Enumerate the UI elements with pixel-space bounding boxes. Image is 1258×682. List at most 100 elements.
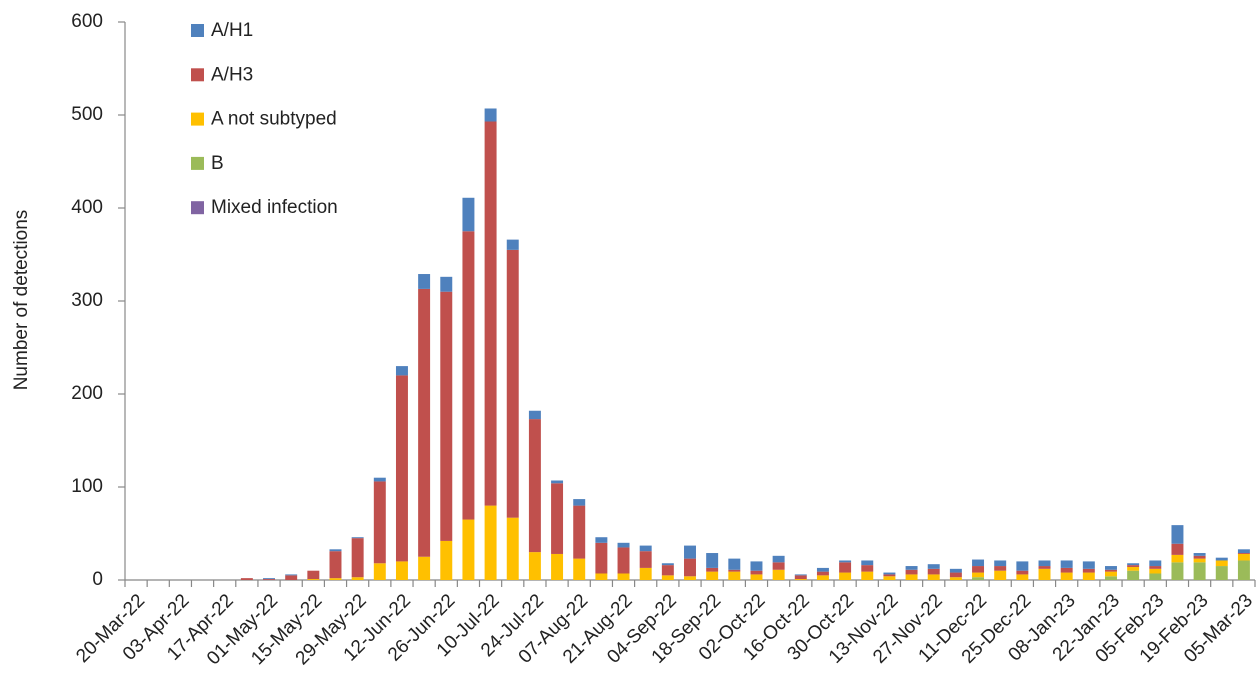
- legend-swatch: [191, 156, 204, 170]
- bar-segment: [506, 249, 519, 518]
- bar-segment: [728, 558, 741, 570]
- bar-segment: [772, 569, 785, 580]
- bar-segment: [949, 568, 962, 573]
- legend-swatch: [191, 24, 204, 37]
- bar-segment: [816, 567, 829, 572]
- bar-segment: [684, 545, 696, 559]
- bar-segment: [1237, 553, 1250, 554]
- bar-segment: [573, 499, 586, 506]
- y-tick-label: 400: [71, 197, 103, 218]
- bar-segment: [551, 483, 564, 554]
- bar-segment: [263, 579, 276, 580]
- bar-segment: [528, 552, 541, 580]
- bar-segment: [351, 537, 364, 539]
- bar-segment: [263, 578, 276, 580]
- bar-segment: [307, 570, 320, 580]
- bar-segment: [285, 574, 298, 576]
- bar-segment: [883, 574, 896, 577]
- bar-segment: [1016, 570, 1029, 575]
- bar-segment: [972, 559, 985, 567]
- y-tick-label: 500: [71, 104, 103, 125]
- y-tick-label: 600: [71, 11, 103, 32]
- bar-segment: [506, 517, 519, 580]
- bar-segment: [794, 575, 807, 580]
- bar-segment: [927, 568, 940, 575]
- bar-segment: [706, 567, 719, 572]
- legend-label: Mixed infection: [211, 197, 338, 218]
- bar-segment: [1082, 572, 1095, 580]
- bar-segment: [1171, 554, 1184, 563]
- bar-segment: [1060, 572, 1073, 580]
- bar-segment: [861, 565, 874, 572]
- bar-segment: [440, 291, 453, 541]
- bar-segment: [1193, 562, 1206, 580]
- bar-segment: [1016, 561, 1029, 571]
- bar-segment: [794, 579, 807, 580]
- bar-segment: [883, 576, 896, 580]
- bar-segment: [418, 288, 431, 557]
- bar-segment: [1038, 566, 1051, 569]
- bar-segment: [972, 577, 985, 580]
- bar-segment: [329, 551, 342, 579]
- bar-segment: [972, 572, 985, 578]
- bar-segment: [395, 561, 408, 580]
- bar-segment: [949, 572, 962, 578]
- y-tick-label: 100: [71, 476, 103, 497]
- bar-segment: [1016, 574, 1029, 580]
- bar-segment: [440, 540, 453, 580]
- bar-segment: [285, 575, 298, 580]
- bar-segment: [750, 574, 763, 580]
- bar-segment: [240, 578, 253, 580]
- bar-segment: [1193, 553, 1206, 556]
- bar-segment: [1215, 566, 1228, 580]
- bar-segment: [418, 556, 431, 580]
- bar-segment: [617, 573, 630, 580]
- bar-segment: [639, 551, 652, 568]
- bar-segment: [462, 519, 475, 580]
- bar-segment: [816, 575, 829, 580]
- bar-segment: [373, 563, 386, 580]
- bar-segment: [1149, 560, 1162, 567]
- bar-segment: [528, 419, 541, 553]
- bar-segment: [351, 538, 364, 578]
- bar-segment: [750, 570, 763, 575]
- y-tick-label: 200: [71, 383, 103, 404]
- bar-segment: [329, 578, 342, 580]
- bar-segment: [1237, 553, 1250, 561]
- bar-segment: [307, 579, 320, 580]
- bar-segment: [1082, 561, 1095, 569]
- bar-segment: [861, 560, 874, 566]
- bar-segment: [861, 571, 874, 580]
- bar-segment: [1127, 570, 1140, 580]
- bar-segment: [994, 560, 1007, 567]
- bar-segment: [1104, 576, 1117, 580]
- bar-segment: [595, 542, 608, 574]
- bar-segment: [1127, 563, 1140, 566]
- bar-segment: [1104, 569, 1117, 572]
- bar-segment: [994, 570, 1007, 580]
- bar-segment: [905, 569, 918, 575]
- bar-segment: [1193, 555, 1206, 559]
- bar-segment: [728, 571, 741, 580]
- bar-segment: [839, 572, 852, 580]
- bar-segment: [551, 553, 564, 580]
- bar-segment: [1149, 568, 1162, 574]
- bar-segment: [706, 571, 719, 580]
- bar-segment: [927, 574, 940, 580]
- bar-segment: [728, 569, 741, 572]
- bar-segment: [462, 197, 475, 232]
- bar-segment: [418, 274, 431, 289]
- bar-segment: [1237, 549, 1250, 554]
- bar-segment: [706, 553, 719, 568]
- bar-segment: [661, 563, 674, 566]
- bar-segment: [1193, 558, 1206, 563]
- bar-segment: [1171, 525, 1184, 544]
- legend-label: A not subtyped: [211, 109, 337, 130]
- bar-segment: [351, 577, 364, 580]
- bar-segment: [750, 561, 763, 571]
- bar-segment: [373, 481, 386, 564]
- bar-segment: [1149, 566, 1162, 569]
- bar-segment: [484, 121, 497, 506]
- bar-segment: [1215, 557, 1228, 561]
